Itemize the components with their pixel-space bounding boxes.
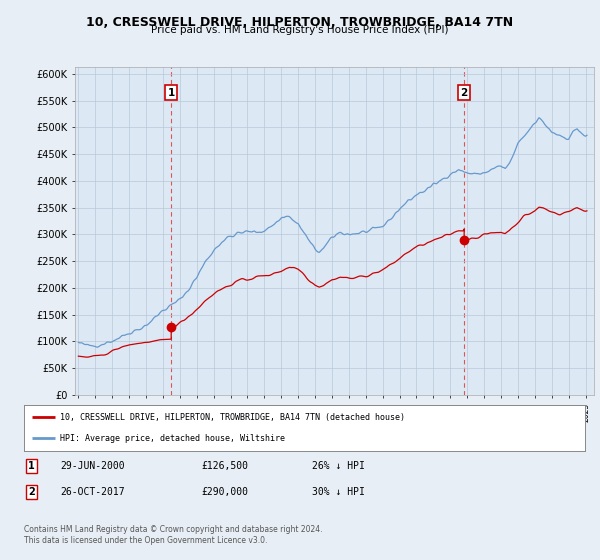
Text: 1: 1 bbox=[28, 461, 35, 471]
Text: 2: 2 bbox=[28, 487, 35, 497]
Text: 2: 2 bbox=[461, 87, 468, 97]
Text: Price paid vs. HM Land Registry's House Price Index (HPI): Price paid vs. HM Land Registry's House … bbox=[151, 25, 449, 35]
Text: 10, CRESSWELL DRIVE, HILPERTON, TROWBRIDGE, BA14 7TN (detached house): 10, CRESSWELL DRIVE, HILPERTON, TROWBRID… bbox=[61, 413, 406, 422]
Text: Contains HM Land Registry data © Crown copyright and database right 2024.: Contains HM Land Registry data © Crown c… bbox=[24, 525, 323, 534]
Text: 26-OCT-2017: 26-OCT-2017 bbox=[60, 487, 125, 497]
Text: 30% ↓ HPI: 30% ↓ HPI bbox=[312, 487, 365, 497]
Text: This data is licensed under the Open Government Licence v3.0.: This data is licensed under the Open Gov… bbox=[24, 536, 268, 545]
Text: HPI: Average price, detached house, Wiltshire: HPI: Average price, detached house, Wilt… bbox=[61, 434, 286, 443]
Text: £126,500: £126,500 bbox=[201, 461, 248, 471]
Text: 1: 1 bbox=[167, 87, 175, 97]
Text: 26% ↓ HPI: 26% ↓ HPI bbox=[312, 461, 365, 471]
Text: 29-JUN-2000: 29-JUN-2000 bbox=[60, 461, 125, 471]
Text: £290,000: £290,000 bbox=[201, 487, 248, 497]
Text: 10, CRESSWELL DRIVE, HILPERTON, TROWBRIDGE, BA14 7TN: 10, CRESSWELL DRIVE, HILPERTON, TROWBRID… bbox=[86, 16, 514, 29]
